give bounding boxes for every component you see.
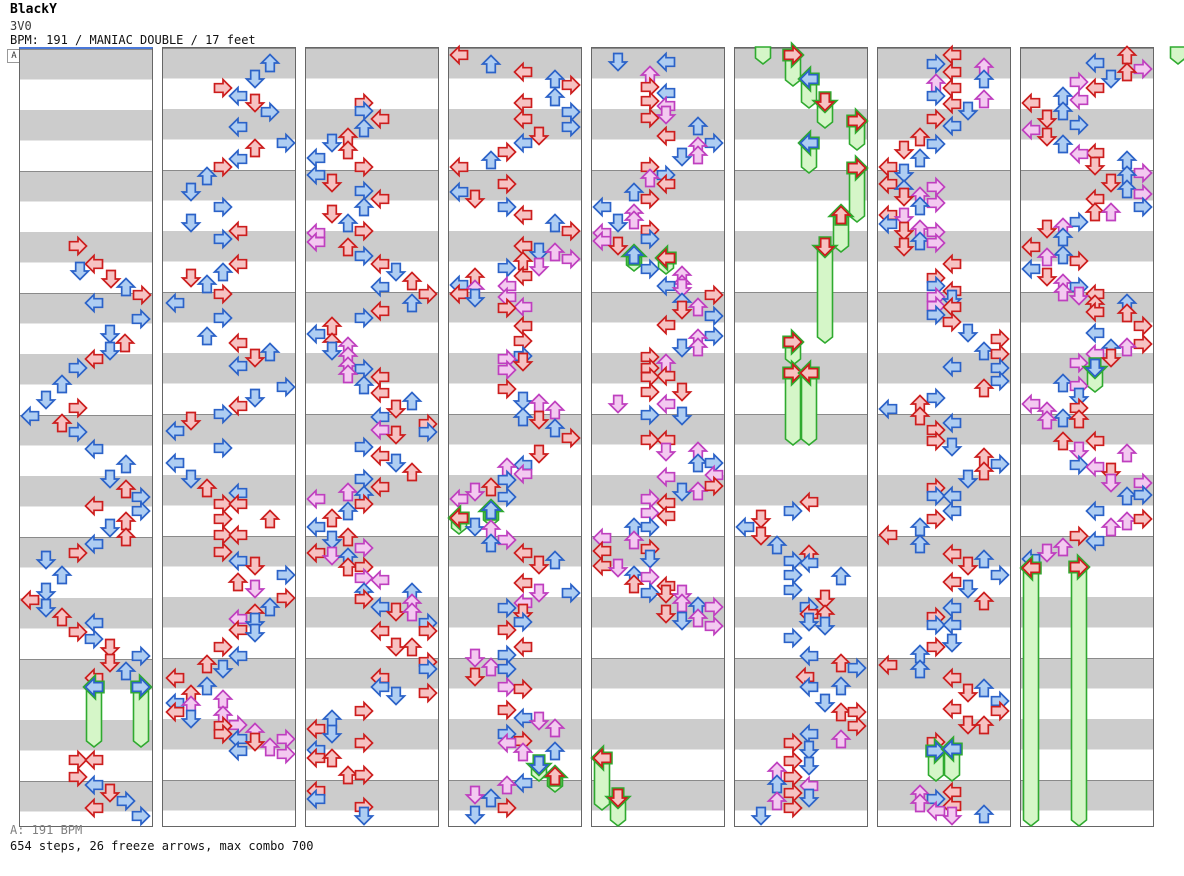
step-panel-3 [305,47,439,827]
step-panel-8 [1020,47,1154,827]
step-panel-5 [591,47,725,827]
step-panel-6 [734,47,868,827]
song-artist: BlackY [10,2,57,17]
step-panel-1 [19,47,153,827]
footer-bpm-line: A: 191 BPM [10,823,83,837]
step-panel-2 [162,47,296,827]
chart-info-line: BPM: 191 / MANIAC DOUBLE / 17 feet [10,33,256,47]
step-panel-7 [877,47,1011,827]
step-panel-4 [448,47,582,827]
footer-stats-line: 654 steps, 26 freeze arrows, max combo 7… [10,839,314,853]
song-title: 3V0 [10,19,32,33]
freeze-hold-body [1169,46,1184,66]
